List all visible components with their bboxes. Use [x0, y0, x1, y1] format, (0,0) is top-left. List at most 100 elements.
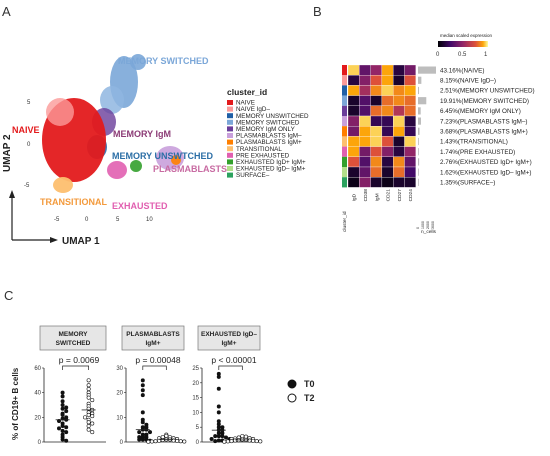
heatmap-cell: [370, 85, 383, 96]
heatmap-cell: [381, 177, 394, 188]
heatmap-cell: [347, 85, 360, 96]
heatmap-col-label: CD24: [408, 189, 414, 202]
plot-title-box: [39, 325, 107, 351]
legend-item-label: PLASMABLASTS IgM–: [236, 133, 302, 140]
data-point-t2: [90, 414, 95, 419]
ncells-bar: [418, 76, 422, 84]
data-point-t2: [258, 439, 263, 444]
data-point-t0: [56, 426, 61, 431]
heatmap-cell: [381, 136, 394, 147]
heatmap-cell: [381, 75, 394, 86]
heatmap-row-color: [342, 126, 347, 137]
heatmap-cell: [381, 156, 394, 168]
heatmap-row-labels: 43.16%(NAIVE) 8.15%(NAIVE IgD–) 2.51%(MEMO…: [440, 67, 535, 186]
significance-bracket: [142, 365, 167, 370]
legend-swatch: [227, 113, 233, 119]
data-point-t2: [243, 434, 248, 439]
heatmap-row-color: [342, 95, 347, 106]
data-point-t0: [60, 423, 65, 428]
data-point-t2: [251, 438, 256, 443]
data-point-t2: [86, 420, 91, 425]
data-point-t2: [90, 398, 95, 403]
data-point-t2: [86, 412, 91, 417]
data-point-t2: [182, 439, 187, 444]
heatmap-cell: [381, 126, 394, 137]
heatmap-cell: [393, 166, 405, 178]
scale-title: median scaled expression: [440, 33, 493, 38]
heatmap-cell: [370, 95, 383, 106]
data-point-t0: [137, 437, 142, 442]
data-point-t0: [140, 383, 145, 388]
data-point-t0: [216, 438, 221, 443]
heatmap-cell: [393, 75, 405, 86]
panel-c-ylabel: % of CD19+ B cells: [11, 367, 20, 440]
heatmap-cell: [347, 95, 360, 106]
dot-plot: MEMORY SWITCHED p = 0.0069 60 40 20 0: [34, 325, 107, 446]
heatmap-cell: [359, 95, 371, 106]
ncells-bar: [418, 148, 419, 156]
heatmap-row-color: [342, 167, 347, 178]
color-scale-bar: [438, 41, 488, 47]
umap-scatter: [42, 54, 184, 193]
plot-title: PLASMABLASTS: [126, 331, 180, 338]
legend-item-label: MEMORY IgM ONLY: [236, 126, 296, 133]
heatmap-row-color: [342, 85, 347, 96]
cluster-legend-title: cluster_id: [227, 87, 267, 97]
heatmap-cell: [347, 156, 360, 168]
heatmap-cell: [359, 64, 371, 76]
heatmap-cell: [370, 166, 383, 178]
cluster-label-exhausted: EXHAUSTED: [112, 201, 168, 211]
data-point-t2: [86, 423, 91, 428]
heatmap-cell: [370, 105, 383, 117]
heatmap-cell: [359, 75, 371, 86]
data-point-t2: [240, 434, 245, 439]
umap-xtick-3: 5: [116, 217, 120, 223]
legend-swatch: [227, 106, 233, 112]
data-point-t2: [86, 386, 91, 391]
data-point-t0: [60, 394, 65, 399]
heatmap-cell: [404, 126, 416, 137]
legend-swatch: [227, 146, 233, 152]
data-point-t2: [86, 378, 91, 383]
heatmap-cell: [347, 136, 360, 147]
heatmap-cell: [404, 156, 416, 168]
plot-title-box: [197, 325, 261, 351]
data-point-t0: [60, 402, 65, 407]
legend-t2-marker: [287, 393, 297, 403]
heatmap-cell: [347, 146, 360, 157]
data-point-t0: [60, 428, 65, 433]
cluster-label-memory-unswitched: MEMORY UNSWTCHED: [112, 151, 214, 161]
heatmap-row-label: 2.51%(MEMORY UNSWITCHED): [440, 88, 535, 95]
heatmap-cell: [359, 105, 371, 117]
umap-axes-arrows: [9, 190, 58, 243]
legend-item-label: EXHAUSTED IgD+ IgM+: [236, 159, 306, 166]
heatmap-row-label: 7.23%(PLASMABLASTS IgM–): [440, 118, 528, 125]
umap-xtick-4: 10: [146, 217, 153, 223]
legend-item-label: SURFACE–: [236, 172, 270, 179]
heatmap-cell: [393, 85, 405, 96]
data-point-t0: [60, 399, 65, 404]
panel-b: B median scaled expression 0 0.5 1 43.16…: [313, 4, 535, 235]
ncells-bar: [418, 168, 419, 176]
data-point-t0: [64, 430, 69, 435]
legend-item-label: NAIVE: [236, 100, 255, 107]
data-point-t0: [140, 437, 145, 442]
panel-a: A MEMORY SWITCHED NAIVE MEMORY IgM MEMOR…: [2, 4, 309, 247]
heatmap-cell: [359, 136, 371, 147]
data-point-t2: [175, 439, 180, 444]
heatmap-cell: [393, 95, 405, 106]
umap-ylabel: UMAP 2: [2, 134, 13, 172]
data-point-t2: [247, 438, 252, 443]
legend-item-label: TRANSITIONAL: [236, 146, 282, 153]
data-point-t0: [216, 386, 221, 391]
cluster-label-transitional: TRANSITIONAL: [40, 197, 107, 207]
scale-tick-0: 0: [436, 52, 440, 58]
data-point-t2: [233, 438, 238, 443]
ncells-bar: [418, 127, 420, 135]
heatmap-cell: [370, 64, 383, 76]
ncells-bar: [418, 158, 420, 166]
heatmap-col-label: CD21: [386, 189, 392, 202]
data-point-t0: [140, 393, 145, 398]
legend-swatch: [227, 152, 233, 158]
